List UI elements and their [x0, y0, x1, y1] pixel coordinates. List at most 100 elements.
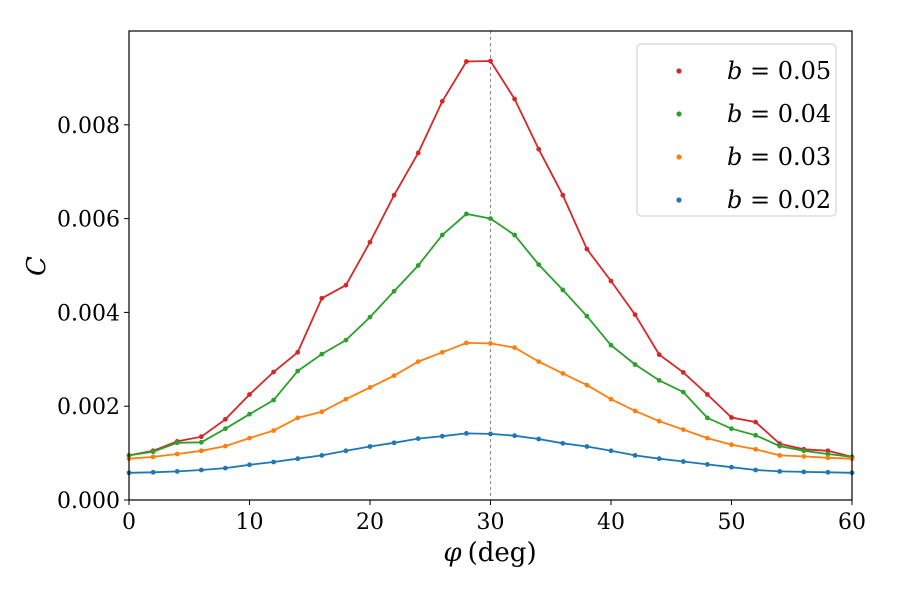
data-point: [150, 454, 156, 460]
y-tick-label: 0.004: [57, 301, 120, 326]
legend-marker: [676, 197, 682, 203]
data-point: [174, 451, 180, 457]
legend-marker: [676, 154, 682, 160]
data-point: [247, 435, 252, 441]
data-point: [656, 456, 662, 462]
data-point: [801, 469, 807, 475]
data-point: [512, 232, 517, 238]
y-tick-label: 0.002: [57, 395, 120, 420]
series-group: [126, 58, 855, 476]
data-point: [271, 428, 276, 433]
data-point: [223, 416, 228, 422]
data-point: [464, 431, 469, 436]
legend-label: b = 0.04: [727, 100, 831, 128]
data-point: [415, 150, 421, 156]
x-axis-label: φ (deg): [443, 538, 536, 568]
data-point: [705, 392, 710, 397]
data-point: [729, 442, 734, 448]
legend-label: b = 0.05: [727, 57, 831, 85]
data-point: [415, 436, 421, 441]
data-point: [801, 454, 807, 459]
data-point: [439, 98, 445, 104]
legend-marker: [676, 111, 682, 117]
data-point: [319, 351, 325, 357]
data-point: [174, 469, 180, 474]
data-point: [512, 345, 517, 350]
data-point: [295, 349, 301, 355]
data-point: [464, 59, 469, 64]
data-point: [223, 426, 228, 432]
data-point: [632, 312, 638, 318]
data-point: [801, 448, 807, 454]
y-tick-label: 0.000: [57, 489, 120, 514]
data-point: [391, 373, 397, 379]
x-tick-label: 0: [122, 510, 136, 535]
data-point: [608, 342, 614, 348]
data-point: [415, 263, 421, 268]
series-1: [126, 211, 855, 460]
y-tick-label: 0.006: [57, 208, 120, 233]
x-axis-ticks: 0 10 20 30 40 50 60: [122, 500, 866, 535]
legend-marker: [676, 68, 682, 74]
data-point: [560, 192, 566, 198]
data-point: [391, 192, 397, 198]
data-point: [705, 415, 710, 421]
data-point: [488, 58, 493, 64]
data-point: [271, 459, 276, 465]
data-point: [680, 370, 686, 375]
data-point: [656, 378, 662, 383]
data-point: [656, 352, 662, 357]
data-point: [223, 465, 228, 471]
y-axis-ticks: 0.000 0.002 0.004 0.006 0.008: [57, 114, 129, 514]
data-point: [198, 439, 204, 445]
data-point: [198, 448, 204, 454]
data-point: [415, 359, 421, 364]
data-point: [560, 371, 566, 376]
data-point: [464, 211, 469, 217]
x-tick-label: 30: [477, 510, 505, 535]
data-point: [367, 314, 373, 320]
x-axis-label-variable: φ: [443, 538, 462, 568]
data-point: [367, 444, 373, 449]
data-point: [729, 415, 734, 420]
data-point: [753, 419, 758, 425]
legend-box: [636, 43, 837, 217]
data-point: [247, 411, 252, 417]
data-point: [680, 389, 686, 395]
data-point: [608, 396, 614, 402]
data-point: [729, 426, 734, 432]
data-point: [777, 453, 783, 458]
data-point: [536, 146, 542, 152]
data-point: [319, 453, 325, 458]
data-point: [656, 418, 662, 424]
data-point: [488, 341, 493, 346]
data-point: [680, 459, 686, 464]
data-point: [753, 467, 758, 473]
x-axis-label-unit: (deg): [468, 538, 537, 568]
data-point: [247, 462, 252, 468]
legend: b = 0.05 b = 0.04 b = 0.03 b = 0.02: [636, 43, 837, 217]
data-point: [512, 96, 517, 102]
data-point: [608, 278, 614, 284]
data-point: [295, 456, 301, 462]
data-point: [150, 469, 156, 475]
x-tick-label: 50: [718, 510, 746, 535]
data-point: [198, 434, 204, 440]
data-point: [464, 340, 469, 346]
data-point: [223, 443, 228, 449]
data-point: [608, 448, 614, 454]
data-point: [777, 443, 783, 449]
legend-label: b = 0.02: [727, 186, 831, 214]
data-point: [560, 440, 566, 446]
data-point: [295, 415, 301, 421]
data-point: [584, 246, 590, 252]
data-point: [367, 239, 373, 245]
data-point: [488, 431, 493, 437]
data-point: [319, 295, 325, 301]
data-point: [729, 464, 734, 470]
data-point: [632, 453, 638, 458]
data-point: [343, 396, 349, 402]
data-point: [150, 449, 156, 455]
series-2: [126, 340, 855, 462]
